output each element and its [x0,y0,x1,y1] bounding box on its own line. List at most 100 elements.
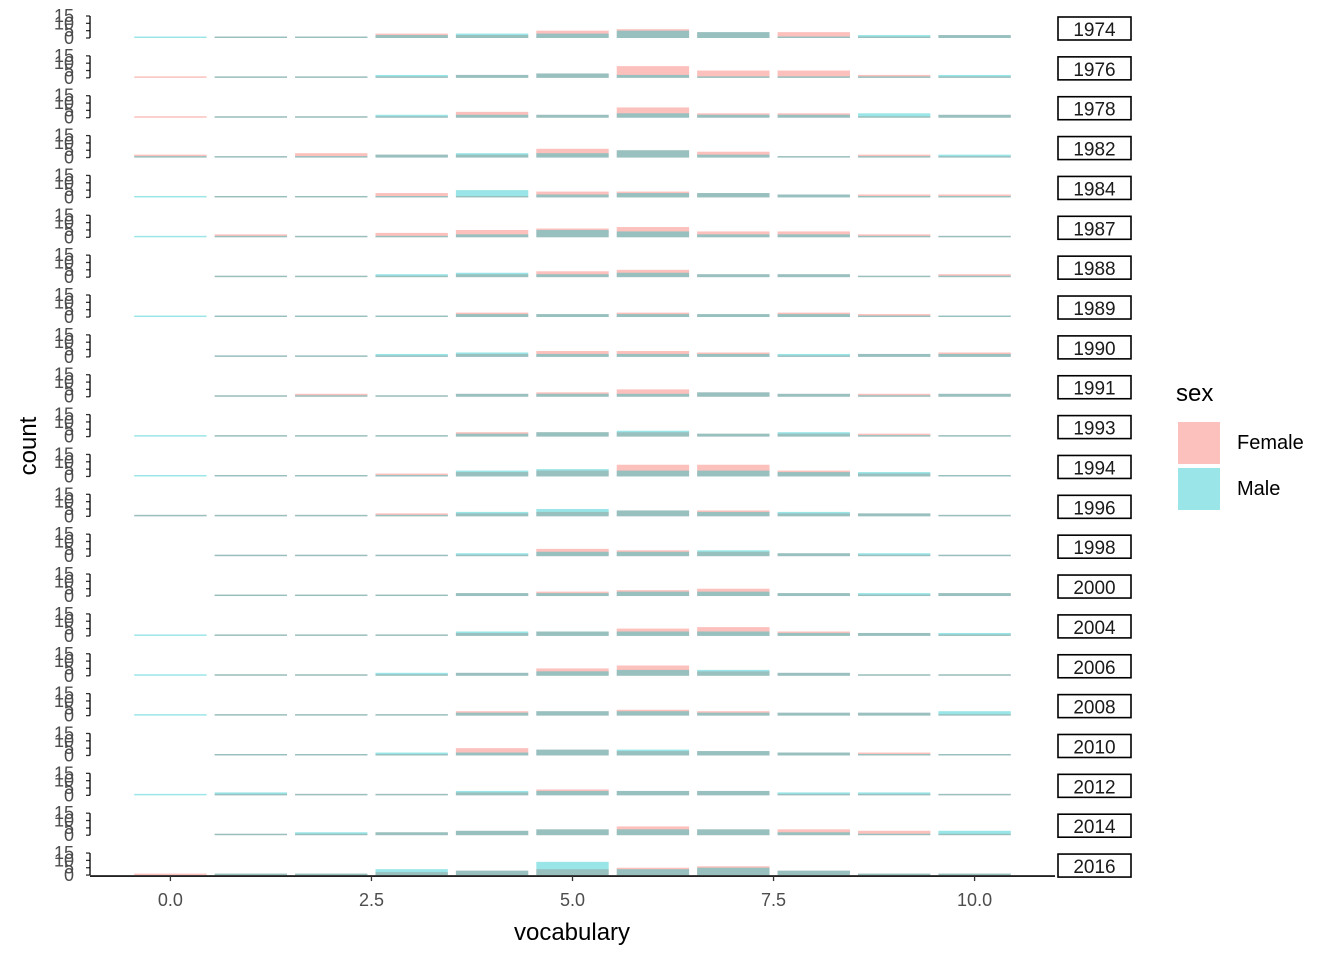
y-tick-label: 15 [54,803,74,823]
bar-female [616,867,690,876]
y-tick-label: 10 [54,412,74,432]
strip-box [1057,175,1132,201]
bar-female [857,793,931,796]
bar-male [375,554,448,557]
strip-label: 2010 [1073,737,1115,758]
bar-male [536,114,609,118]
bar-male [536,469,609,477]
y-tick-label: 15 [54,245,74,265]
y-tick-label: 0 [64,745,74,765]
bar-female [938,194,1011,198]
bar-female [857,393,931,397]
bar-male [536,508,609,517]
bar-male [777,274,850,278]
bar-male [777,832,850,836]
bar-female [536,591,609,597]
bar-female [857,674,931,676]
bar-female [857,314,931,318]
bar-female [295,674,368,676]
y-tick-label: 10 [54,292,74,312]
bar-male [214,116,288,118]
bar-male [616,551,690,557]
bar-female [536,114,609,118]
bar-male [777,194,850,198]
y-tick-label: 15 [54,46,74,66]
legend-title: sex [1176,380,1214,407]
bar-male [857,674,931,676]
bar-male [214,235,288,238]
bar-female [857,194,931,198]
bar-male [295,674,368,676]
bar-female [295,195,368,198]
bar-female [697,588,770,597]
strip-label: 2016 [1073,857,1115,878]
bar-male [455,470,529,477]
y-tick-label: 5 [64,21,74,41]
bar-male [455,631,529,636]
y-tick-label: 5 [64,220,74,240]
y-tick-label: 10 [54,452,74,472]
y-tick-label: 15 [54,444,74,464]
bar-male [616,193,690,198]
bar-male [214,754,288,756]
bar-male [857,754,931,756]
legend-label-female: Female [1237,432,1304,454]
bar-female [536,432,609,437]
strip-label: 1984 [1073,179,1116,200]
strip-box [1057,454,1132,480]
bar-female [777,312,850,318]
bar-male [697,591,770,597]
bar-male [697,712,770,716]
bar-male [777,632,850,636]
bar-female [295,76,368,78]
y-tick-label: 10 [54,492,74,512]
bar-male [455,190,529,198]
bar-female [616,665,690,676]
bar-female [616,29,690,38]
bar-female [777,355,850,357]
bar-female [455,554,529,557]
bar-female [857,36,931,38]
bar-female [214,793,288,796]
bar-female [214,435,288,437]
bar-male [375,35,448,38]
bar-female [375,232,448,238]
bar-female [375,116,448,118]
bar-male [295,36,368,38]
y-tick-label: 10 [54,691,74,711]
bar-male [375,714,448,716]
bar-female [857,712,931,716]
y-tick-label: 15 [54,405,74,425]
bar-female [214,76,288,78]
bar-female [375,355,448,357]
bar-female [375,754,448,756]
y-tick-label: 0 [64,187,74,207]
bar-male [455,830,529,836]
bar-male [214,315,288,318]
y-tick-label: 15 [54,205,74,225]
bar-female [777,32,850,38]
bar-female [616,312,690,318]
bar-male [857,315,931,318]
bar-male [455,314,529,318]
bar-female [697,866,770,876]
bar-male [616,790,690,796]
bar-female [616,510,690,517]
strip-label: 2008 [1073,698,1115,719]
bar-male [295,554,368,557]
bar-male [536,790,609,796]
y-tick-label: 5 [64,61,74,81]
y-tick-label: 10 [54,13,74,33]
bar-male [375,832,448,836]
bar-female [777,113,850,118]
bar-female [134,873,207,876]
bar-female [857,473,931,477]
y-tick-label: 10 [54,811,74,831]
bar-female [536,869,609,876]
bar-male [455,752,529,756]
bar-female [616,351,690,357]
